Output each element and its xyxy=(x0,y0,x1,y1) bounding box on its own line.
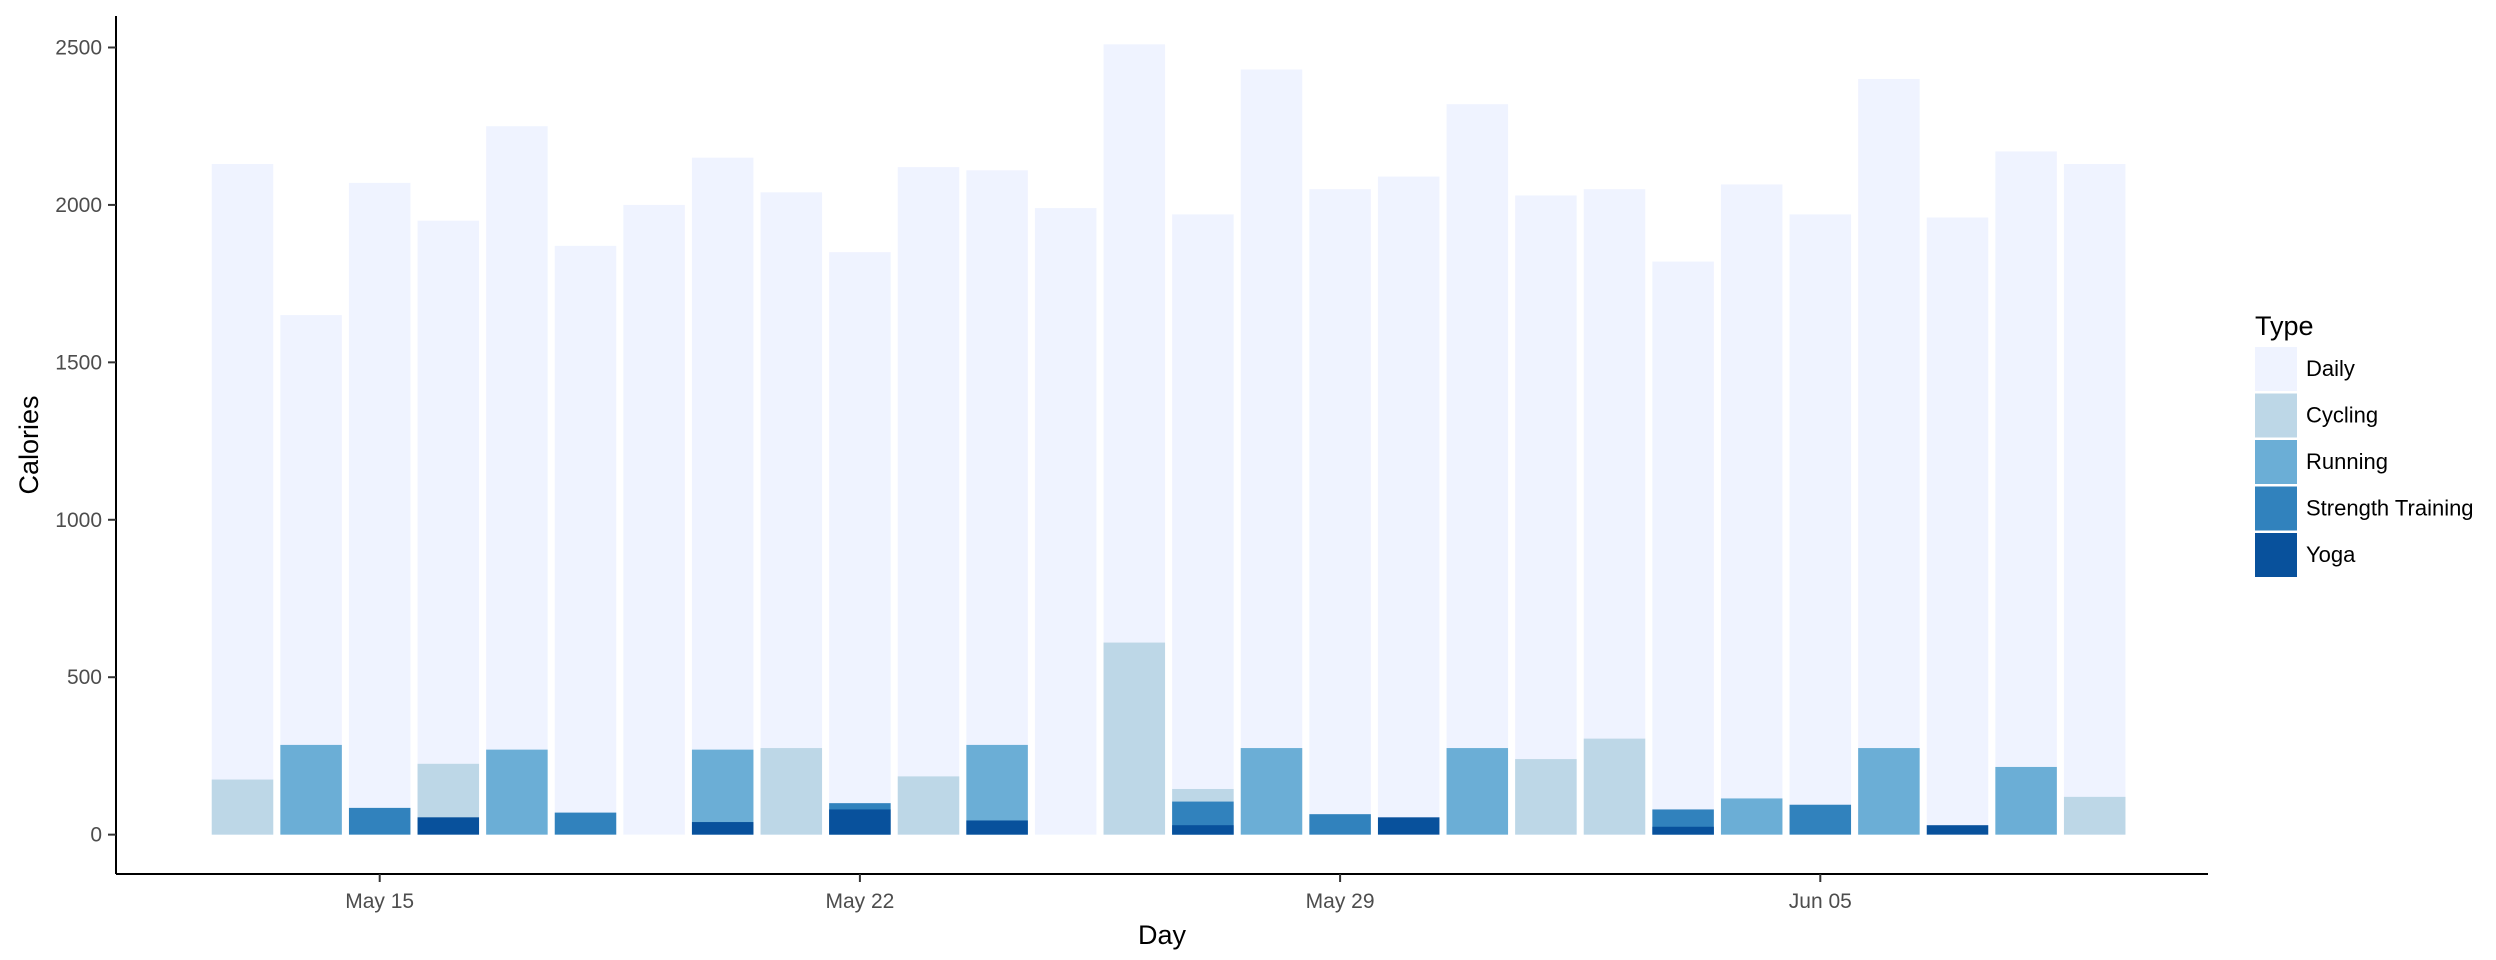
bar-strength-training-day-6 xyxy=(554,812,617,835)
bar-daily-day-1 xyxy=(211,163,274,835)
bar-daily-day-16 xyxy=(1240,69,1303,835)
bar-yoga-day-18 xyxy=(1377,817,1440,835)
bar-daily-day-11 xyxy=(897,167,960,835)
legend-label-yoga: Yoga xyxy=(2306,542,2356,567)
bar-daily-day-7 xyxy=(623,204,685,835)
x-tick-label: May 15 xyxy=(345,890,414,913)
legend-swatch-running xyxy=(2255,440,2297,484)
bar-cycling-day-21 xyxy=(1583,738,1646,835)
legend-label-daily: Daily xyxy=(2306,356,2355,381)
legend-label-running: Running xyxy=(2306,449,2388,474)
bar-yoga-day-26 xyxy=(1926,825,1989,835)
bar-daily-day-27 xyxy=(1995,151,2057,835)
bar-daily-day-22 xyxy=(1652,261,1714,835)
bar-yoga-day-8 xyxy=(691,822,754,835)
bar-yoga-day-4 xyxy=(417,817,480,835)
bar-daily-day-15 xyxy=(1172,214,1234,835)
bar-daily-day-25 xyxy=(1858,78,1920,835)
bar-daily-day-13 xyxy=(1034,208,1097,835)
bar-running-day-2 xyxy=(280,744,342,835)
legend-swatch-daily xyxy=(2255,347,2297,391)
y-tick-label: 1000 xyxy=(55,509,102,532)
legend-swatch-cycling xyxy=(2255,393,2297,438)
legend-swatch-yoga xyxy=(2255,533,2297,577)
bar-daily-day-3 xyxy=(348,182,411,835)
bar-running-day-23 xyxy=(1720,798,1783,835)
bar-strength-training-day-24 xyxy=(1789,804,1852,835)
bar-daily-day-10 xyxy=(829,252,891,835)
bar-daily-day-23 xyxy=(1720,184,1783,835)
bar-daily-day-19 xyxy=(1446,104,1509,835)
legend-title: Type xyxy=(2255,311,2314,341)
bar-yoga-day-22 xyxy=(1652,826,1714,835)
bar-yoga-day-10 xyxy=(829,809,891,835)
y-axis-ticks: 0 500 1000 1500 2000 2500 xyxy=(55,36,116,847)
bar-daily-day-12 xyxy=(966,170,1028,835)
bar-daily-day-18 xyxy=(1377,176,1440,835)
bar-daily-day-8 xyxy=(691,157,754,835)
bar-running-day-19 xyxy=(1446,748,1509,835)
bar-daily-day-17 xyxy=(1309,189,1371,835)
bar-daily-day-6 xyxy=(554,245,617,835)
bar-daily-day-20 xyxy=(1515,195,1577,835)
y-tick-label: 2000 xyxy=(55,194,102,217)
legend: Type Daily Cycling Running Strength Trainin… xyxy=(2255,311,2474,577)
y-axis-title: Calories xyxy=(14,395,44,494)
bar-cycling-day-11 xyxy=(897,776,960,835)
x-tick-label: Jun 05 xyxy=(1789,890,1852,913)
legend-label-cycling: Cycling xyxy=(2306,403,2378,428)
bar-cycling-day-20 xyxy=(1515,759,1577,835)
legend-label-strength-training: Strength Training xyxy=(2306,496,2474,521)
bar-running-day-27 xyxy=(1995,766,2057,835)
bar-daily-day-26 xyxy=(1926,217,1989,835)
bar-daily-day-21 xyxy=(1583,189,1646,835)
bar-daily-day-4 xyxy=(417,220,480,835)
y-tick-label: 500 xyxy=(67,666,102,689)
x-axis-ticks: May 15 May 22 May 29 Jun 05 xyxy=(345,874,1852,913)
bar-cycling-day-28 xyxy=(2063,796,2126,835)
bar-strength-training-day-17 xyxy=(1309,814,1371,835)
legend-swatch-strength-training xyxy=(2255,486,2297,531)
bar-cycling-day-1 xyxy=(211,779,274,835)
bar-running-day-25 xyxy=(1858,748,1920,835)
y-tick-label: 1500 xyxy=(55,351,102,374)
x-tick-label: May 29 xyxy=(1306,890,1375,913)
bar-daily-day-9 xyxy=(760,192,823,835)
bar-running-day-5 xyxy=(486,749,548,835)
bar-running-day-16 xyxy=(1240,748,1303,835)
x-axis-title: Day xyxy=(1138,920,1187,950)
bar-yoga-day-12 xyxy=(966,820,1028,835)
bar-running-day-12 xyxy=(966,744,1028,835)
bar-cycling-day-14 xyxy=(1103,642,1166,835)
bar-strength-training-day-3 xyxy=(348,807,411,835)
bar-daily-day-5 xyxy=(486,126,548,835)
bar-yoga-day-15 xyxy=(1172,825,1234,835)
y-tick-label: 0 xyxy=(90,824,102,847)
bar-running-day-8 xyxy=(691,749,754,835)
bar-daily-day-24 xyxy=(1789,214,1852,835)
x-tick-label: May 22 xyxy=(825,890,894,913)
bars-layer xyxy=(211,44,2126,835)
bar-daily-day-28 xyxy=(2063,163,2126,835)
bar-cycling-day-9 xyxy=(760,748,823,835)
y-tick-label: 2500 xyxy=(55,36,102,59)
